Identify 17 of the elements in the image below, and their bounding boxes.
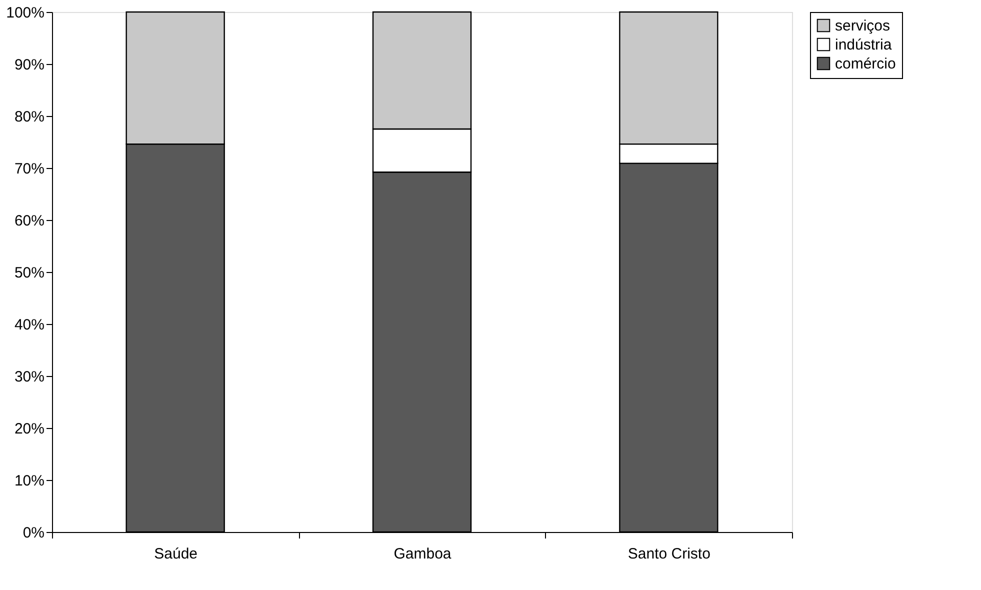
y-tick-label: 40% bbox=[14, 316, 44, 334]
y-tick-label: 10% bbox=[14, 472, 44, 490]
y-tick-label: 80% bbox=[14, 108, 44, 126]
x-tick-label: Santo Cristo bbox=[628, 546, 710, 562]
y-tick-label: 0% bbox=[22, 524, 44, 542]
x-tick-label: Saúde bbox=[154, 546, 198, 562]
x-tick-label: Gamboa bbox=[394, 546, 452, 562]
legend-label: indústria bbox=[835, 36, 892, 54]
y-tick-label: 70% bbox=[14, 160, 44, 178]
y-tick-label: 100% bbox=[6, 4, 44, 22]
legend-label: serviços bbox=[835, 18, 890, 34]
y-tick-label: 50% bbox=[14, 264, 44, 282]
y-tick-label: 60% bbox=[14, 212, 44, 230]
y-tick-label: 20% bbox=[14, 420, 44, 438]
y-tick-label: 30% bbox=[14, 368, 44, 386]
legend-label: comércio bbox=[835, 56, 896, 72]
y-tick-label: 90% bbox=[14, 56, 44, 74]
